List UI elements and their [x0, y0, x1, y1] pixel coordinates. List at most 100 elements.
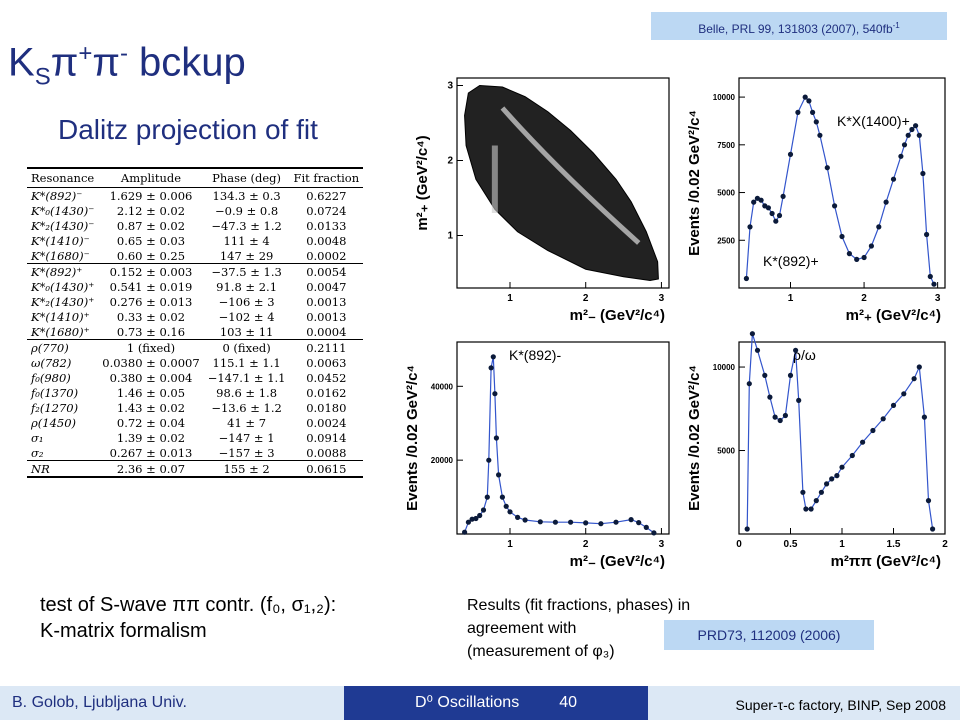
- x-axis-label: m²₊ (GeV²/c⁴): [846, 307, 941, 324]
- x-tick-label: 1: [788, 293, 794, 304]
- data-point: [808, 506, 814, 512]
- data-point: [490, 354, 496, 360]
- fraction-cell: 0.0452: [306, 370, 347, 385]
- x-tick-label: 1.5: [887, 539, 901, 550]
- data-point: [839, 233, 845, 240]
- resonance-cell: σ₂: [31, 445, 44, 460]
- fraction-cell: 0.0013: [306, 294, 347, 309]
- data-point: [484, 494, 490, 500]
- swave-note-line2: K-matrix formalism: [40, 620, 207, 642]
- data-point: [861, 254, 867, 261]
- data-point: [901, 391, 907, 397]
- data-point: [465, 519, 471, 525]
- column-header: Phase (deg): [212, 171, 282, 185]
- table-row: ρ(770) 1 (fixed) 0 (fixed) 0.2111: [27, 339, 364, 355]
- peak-annotation: K*X(1400)+: [837, 113, 910, 129]
- fraction-cell: 0.0063: [306, 355, 347, 370]
- data-point: [795, 109, 801, 115]
- phase-cell: −13.6 ± 1.2: [211, 400, 282, 415]
- y-tick-label: 2500: [717, 236, 735, 245]
- data-point: [927, 273, 933, 280]
- x-tick-label: 2: [942, 539, 948, 550]
- data-point: [916, 364, 922, 370]
- dalitz-region: [464, 84, 659, 282]
- data-point: [787, 151, 794, 157]
- data-point: [905, 132, 911, 138]
- footer-section: D⁰ Oscillations 40: [344, 686, 648, 720]
- plot-frame: [738, 77, 946, 289]
- table-row: σ₂ 0.267 ± 0.013 −157 ± 3 0.0088: [27, 445, 363, 461]
- data-point: [769, 210, 775, 217]
- table-row: f₀(1370) 1.46 ± 0.05 98.6 ± 1.8 0.0162: [27, 385, 363, 400]
- slide-title: KSπ+π- bckup: [8, 40, 246, 91]
- data-point: [776, 212, 783, 219]
- phase-cell: −157 ± 3: [218, 445, 275, 460]
- table-row: K*₂(1430)⁺ 0.276 ± 0.013 −106 ± 3 0.0013: [27, 294, 363, 309]
- fraction-cell: 0.0048: [306, 233, 347, 248]
- resonance-table-wrapper: Resonance Amplitude Phase (deg) Fit frac…: [27, 156, 364, 478]
- data-point: [746, 381, 752, 387]
- data-point: [765, 205, 771, 211]
- phase-cell: 98.6 ± 1.8: [216, 385, 278, 400]
- x-tick-label: 2: [583, 293, 589, 304]
- resonance-cell: K*₂(1430)⁻: [31, 218, 95, 233]
- data-point: [780, 193, 786, 199]
- results-note: Results (fit fractions, phases) in agree…: [467, 594, 690, 663]
- data-point: [787, 372, 794, 378]
- column-header: Resonance: [31, 171, 95, 185]
- table-row: K*₀(1430)⁺ 0.541 ± 0.019 91.8 ± 2.1 0.0047: [27, 279, 363, 294]
- data-point: [754, 347, 761, 353]
- resonance-cell: K*₀(1430)⁻: [31, 203, 95, 218]
- data-point: [496, 472, 502, 478]
- data-point: [793, 347, 799, 353]
- table-row: ρ(1450) 0.72 ± 0.04 41 ± 7 0.0024: [27, 415, 363, 430]
- data-point: [921, 414, 928, 420]
- m-plus-projection-plot: 1 2 3 2500 5000 7500 10000 m²₊ (GeV²/c⁴) Events …: [686, 77, 946, 324]
- m-minus-projection-plot: 1 2 3 20000 40000 m²₋ (GeV²/c⁴) Events /0.02 G…: [405, 341, 670, 570]
- data-point: [598, 521, 604, 527]
- resonance-cell: K*(892)⁻: [31, 188, 83, 203]
- data-point: [758, 197, 764, 203]
- table-row: K*₂(1430)⁻ 0.87 ± 0.02 −47.3 ± 1.2 0.0133: [27, 218, 363, 233]
- amplitude-cell: 1.39 ± 0.02: [116, 430, 186, 445]
- y-tick-label: 10000: [713, 363, 736, 372]
- data-point: [854, 256, 860, 262]
- amplitude-cell: 0.33 ± 0.02: [116, 309, 186, 324]
- data-point: [751, 199, 757, 205]
- results-note-line2: agreement with: [467, 620, 577, 637]
- resonance-cell: K*(1680)⁻: [31, 248, 90, 263]
- x-axis-label: m²ππ (GeV²/c⁴): [831, 553, 941, 570]
- resonance-cell: ρ(1450): [31, 415, 77, 430]
- phase-cell: −47.3 ± 1.2: [211, 218, 282, 233]
- data-point: [890, 176, 897, 182]
- fraction-cell: 0.0002: [306, 248, 347, 263]
- resonance-cell: ω(782): [31, 355, 72, 370]
- fraction-cell: 0.0013: [306, 309, 347, 324]
- data-point: [800, 489, 806, 495]
- resonance-cell: K*(1410)⁺: [31, 309, 90, 324]
- table-row: K*(1680)⁻ 0.60 ± 0.25 147 ± 29 0.0002: [27, 248, 363, 264]
- phase-cell: 91.8 ± 2.1: [216, 279, 278, 294]
- peak-annotation: K*(892)+: [763, 253, 819, 269]
- fraction-cell: 0.0162: [306, 385, 347, 400]
- reference-prd: PRD73, 112009 (2006): [664, 620, 874, 650]
- y-tick-label: 3: [447, 81, 453, 92]
- amplitude-cell: 0.380 ± 0.004: [109, 370, 193, 385]
- data-point: [824, 165, 830, 171]
- fraction-cell: 0.2111: [289, 339, 364, 355]
- peak-annotation: ρ/ω: [793, 347, 816, 363]
- data-point: [829, 476, 835, 482]
- phase-cell: −0.9 ± 0.8: [215, 203, 279, 218]
- phase-cell: 41 ± 7: [227, 415, 267, 430]
- data-point: [743, 275, 749, 282]
- reference-belle: Belle, PRL 99, 131803 (2007), 540fb-1: [651, 12, 947, 40]
- phase-cell: 147 ± 29: [219, 248, 274, 263]
- data-point: [772, 414, 778, 420]
- data-point: [503, 503, 509, 509]
- peak-annotation: K*(892)-: [509, 347, 561, 363]
- plot-frame: [456, 341, 670, 535]
- data-point: [806, 98, 812, 104]
- x-tick-label: 2: [861, 293, 867, 304]
- data-point: [782, 412, 788, 419]
